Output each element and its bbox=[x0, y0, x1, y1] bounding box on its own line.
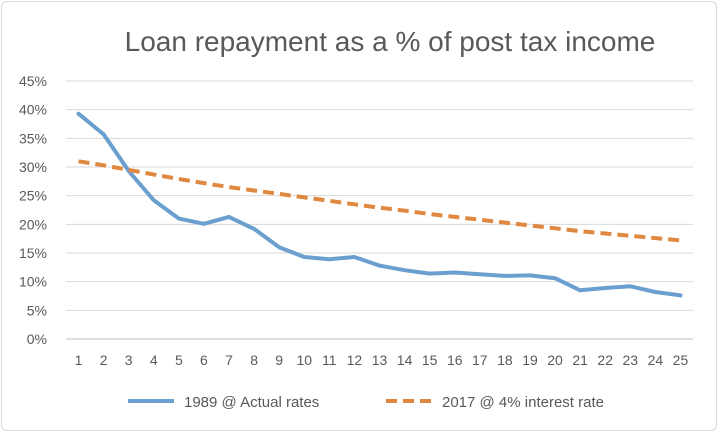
y-tick-label: 20% bbox=[19, 216, 47, 232]
y-tick-label: 30% bbox=[19, 159, 47, 175]
y-tick-label: 45% bbox=[19, 73, 47, 89]
x-tick-label: 2 bbox=[100, 352, 108, 368]
x-tick-label: 3 bbox=[125, 352, 133, 368]
x-tick-label: 23 bbox=[623, 352, 639, 368]
x-tick-label: 10 bbox=[296, 352, 312, 368]
x-tick-label: 24 bbox=[648, 352, 664, 368]
y-tick-labels: 0% 5% 10% 15% 20% 25% 30% 35% 40% 45% bbox=[19, 73, 47, 347]
x-tick-label: 11 bbox=[322, 352, 337, 368]
x-tick-label: 16 bbox=[447, 352, 463, 368]
legend-label-2: 2017 @ 4% interest rate bbox=[442, 394, 604, 411]
gridlines bbox=[66, 80, 693, 340]
series-line-1 bbox=[76, 111, 683, 298]
y-tick-label: 5% bbox=[27, 302, 47, 318]
y-tick-label: 25% bbox=[19, 188, 47, 204]
x-tick-label: 4 bbox=[150, 352, 158, 368]
x-tick-label: 22 bbox=[597, 352, 613, 368]
series-lines bbox=[76, 111, 683, 298]
x-tick-label: 20 bbox=[547, 352, 563, 368]
chart-title: Loan repayment as a % of post tax income bbox=[124, 26, 656, 57]
x-tick-label: 1 bbox=[75, 352, 83, 368]
y-tick-label: 15% bbox=[19, 245, 47, 261]
x-tick-label: 14 bbox=[397, 352, 413, 368]
x-tick-label: 6 bbox=[200, 352, 208, 368]
y-tick-label: 35% bbox=[19, 130, 47, 146]
x-tick-label: 12 bbox=[347, 352, 363, 368]
x-tick-label: 8 bbox=[250, 352, 258, 368]
x-tick-label: 15 bbox=[422, 352, 438, 368]
y-tick-label: 0% bbox=[27, 331, 47, 347]
x-tick-label: 21 bbox=[572, 352, 588, 368]
x-tick-label: 19 bbox=[522, 352, 538, 368]
x-tick-label: 5 bbox=[175, 352, 183, 368]
legend-label-1: 1989 @ Actual rates bbox=[184, 394, 319, 411]
x-tick-label: 18 bbox=[497, 352, 513, 368]
legend: 1989 @ Actual rates 2017 @ 4% interest ra… bbox=[128, 394, 604, 411]
y-tick-label: 10% bbox=[19, 274, 47, 290]
series-line-2 bbox=[78, 159, 681, 243]
x-tick-label: 7 bbox=[225, 352, 233, 368]
x-tick-labels: 1 2 3 4 5 6 7 8 9 10 11 12 13 14 15 16 17 18 19 20 21 22 23 24 2… bbox=[75, 352, 689, 368]
x-tick-label: 17 bbox=[472, 352, 488, 368]
x-tick-label: 13 bbox=[372, 352, 388, 368]
x-tick-label: 25 bbox=[673, 352, 689, 368]
y-tick-label: 40% bbox=[19, 102, 47, 118]
x-tick-label: 9 bbox=[275, 352, 283, 368]
